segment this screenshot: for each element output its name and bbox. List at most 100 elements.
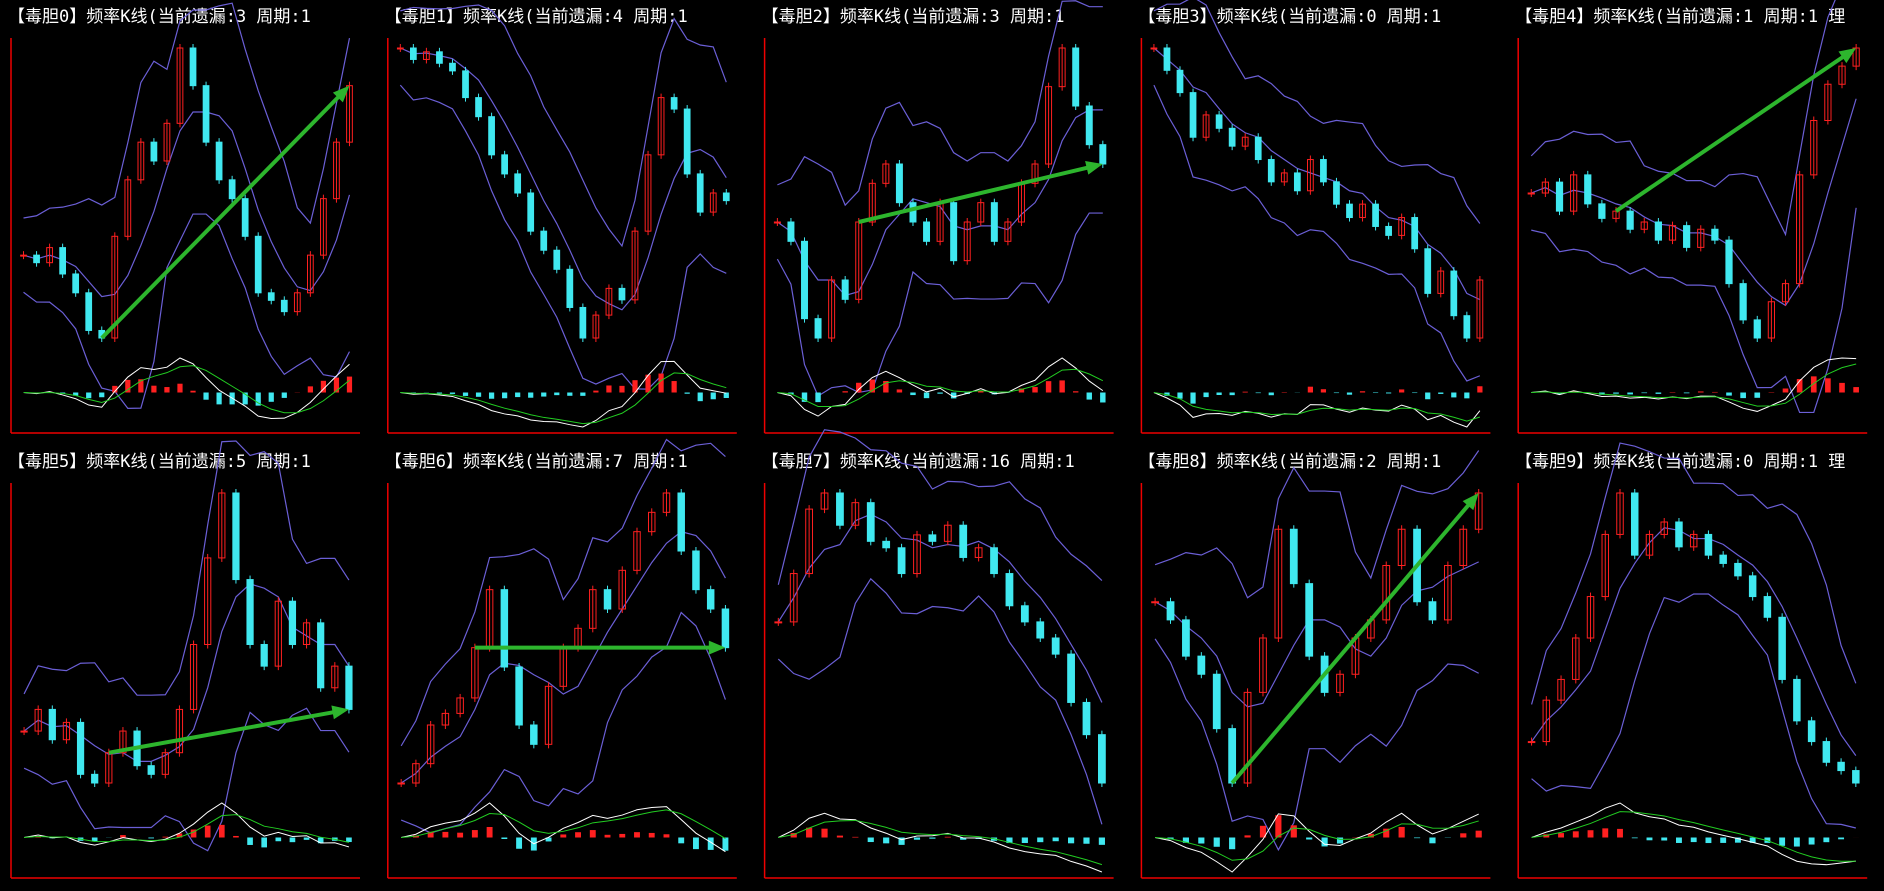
candle — [1598, 203, 1606, 219]
candle — [1697, 228, 1705, 248]
candle — [1689, 533, 1698, 548]
band-line — [23, 2, 351, 225]
candle — [232, 492, 240, 581]
candle — [175, 708, 184, 754]
candle — [228, 179, 236, 200]
candle — [1719, 554, 1727, 564]
candle — [544, 685, 553, 745]
candle — [801, 240, 808, 320]
candle — [1660, 521, 1668, 535]
candle — [456, 697, 464, 714]
candle — [709, 192, 717, 213]
candle — [1572, 637, 1580, 680]
candle — [1289, 528, 1298, 585]
candle — [1793, 678, 1801, 722]
candle — [1099, 144, 1107, 165]
candle — [1372, 203, 1379, 227]
candle — [1640, 221, 1648, 230]
candle — [91, 773, 99, 784]
candle — [1542, 699, 1551, 743]
candle — [515, 666, 523, 726]
candle — [1626, 210, 1634, 230]
panel: 【毒胆5】频率K线(当前遗漏:5 周期:1 — [8, 440, 360, 879]
candle — [1763, 596, 1772, 618]
macd-dea — [400, 372, 727, 425]
candle — [662, 492, 671, 513]
candle — [1428, 601, 1437, 621]
candle — [1267, 159, 1275, 183]
candle — [488, 116, 495, 156]
candle — [1675, 521, 1683, 548]
candle — [1151, 601, 1159, 604]
panel: 【毒胆0】频率K线(当前遗漏:3 周期:1 — [8, 2, 360, 434]
candle — [851, 502, 860, 526]
candle — [787, 221, 795, 242]
panel-title: 【毒胆6】频率K线(当前遗漏:7 周期:1 — [385, 452, 688, 472]
candle — [1228, 728, 1237, 784]
panel-title: 【毒胆0】频率K线(当前遗漏:3 周期:1 — [8, 7, 311, 27]
candle — [412, 763, 420, 784]
candle — [1711, 228, 1719, 241]
candle — [202, 85, 210, 143]
band-line — [1531, 98, 1857, 307]
panel-title: 【毒胆2】频率K线(当前遗漏:3 周期:1 — [762, 7, 1065, 27]
candle — [189, 47, 197, 87]
candle — [1243, 691, 1252, 784]
candle — [631, 230, 639, 301]
candle — [1176, 69, 1184, 94]
candle — [789, 573, 798, 623]
candle — [1645, 533, 1654, 556]
trend-arrow — [100, 92, 343, 340]
candle — [530, 724, 538, 745]
candle — [246, 579, 254, 645]
trend-arrow-head — [332, 85, 350, 103]
panel: 【毒胆7】频率K线(当前遗漏:16 周期:1 — [762, 429, 1114, 879]
candle — [706, 589, 715, 610]
candle — [1020, 605, 1029, 623]
band-line — [399, 84, 727, 390]
trend-arrow-head — [1462, 493, 1479, 511]
candle — [475, 97, 482, 118]
candle — [1307, 159, 1314, 192]
candle — [603, 589, 612, 610]
candle — [1072, 47, 1080, 107]
candle — [1584, 174, 1592, 205]
candle — [150, 141, 158, 162]
candle — [618, 287, 626, 301]
macd-dea — [401, 809, 726, 839]
candle — [1767, 301, 1775, 339]
candle — [913, 534, 921, 575]
candle — [963, 221, 971, 262]
candle — [677, 492, 685, 552]
candle — [1150, 47, 1158, 50]
candle — [841, 279, 849, 300]
candle — [1807, 720, 1816, 743]
panel: 【毒胆8】频率K线(当前遗漏:2 周期:1 — [1138, 450, 1491, 879]
trend-arrow — [1614, 53, 1848, 213]
candle — [553, 249, 561, 270]
candle — [1274, 528, 1283, 639]
macd-dif — [1531, 357, 1857, 412]
candle — [1810, 120, 1818, 176]
candle — [1163, 47, 1171, 71]
candle — [909, 202, 917, 223]
candle — [579, 306, 587, 339]
trend-arrow-head — [331, 705, 349, 720]
candle — [124, 179, 132, 237]
candle — [288, 600, 297, 645]
candle — [1527, 741, 1536, 744]
candle — [62, 721, 71, 741]
candle — [111, 235, 119, 339]
candle — [1459, 528, 1468, 566]
macd-dea — [24, 814, 350, 843]
candle — [317, 622, 325, 689]
candle — [1527, 192, 1535, 195]
band-line — [1154, 638, 1479, 852]
candle — [1228, 127, 1236, 147]
macd-dif — [23, 802, 350, 848]
candle — [805, 508, 814, 575]
candle — [1824, 83, 1832, 121]
candle — [923, 221, 931, 242]
candle — [1058, 47, 1066, 88]
candle — [647, 511, 656, 533]
